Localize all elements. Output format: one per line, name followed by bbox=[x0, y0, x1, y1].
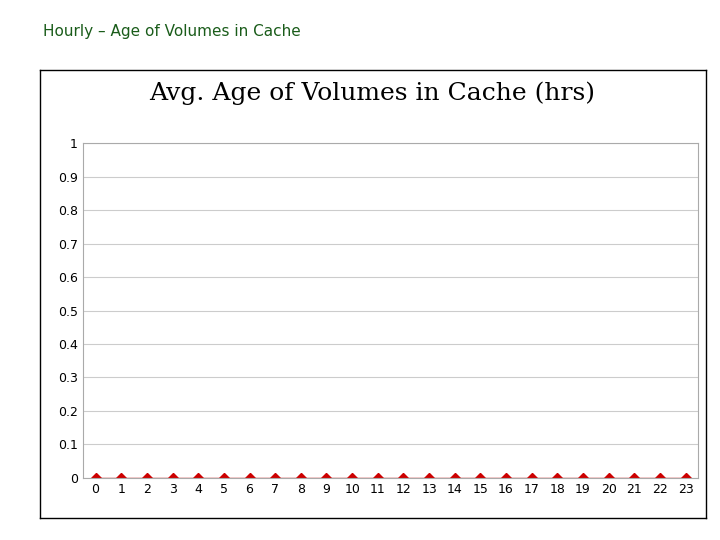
Text: Avg. Age of Volumes in Cache (hrs): Avg. Age of Volumes in Cache (hrs) bbox=[150, 81, 595, 105]
Text: Hourly – Age of Volumes in Cache: Hourly – Age of Volumes in Cache bbox=[43, 24, 301, 39]
